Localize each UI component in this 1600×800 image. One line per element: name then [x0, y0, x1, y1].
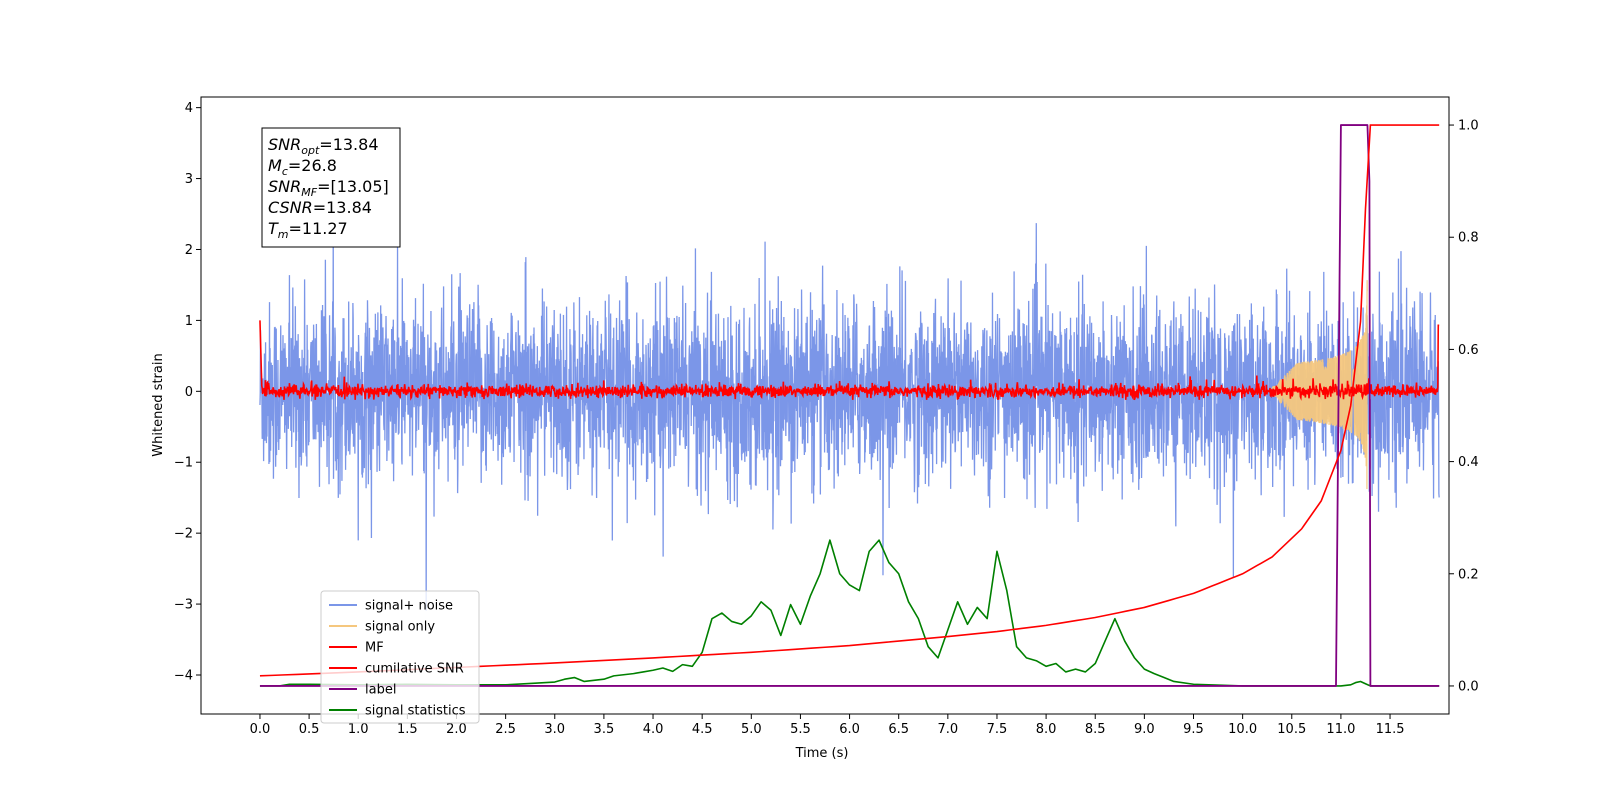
y-tick-label: 3: [185, 172, 193, 187]
x-tick-label: 6.0: [839, 722, 860, 737]
x-tick-label: 5.0: [741, 722, 762, 737]
x-tick-label: 11.5: [1376, 722, 1405, 737]
series-cumulative-snr: [259, 124, 1440, 677]
legend-entry: label: [365, 683, 396, 698]
x-axis-label: Time (s): [795, 746, 849, 761]
legend-entry: signal+ noise: [365, 599, 453, 614]
x-tick-label: 10.0: [1228, 722, 1257, 737]
y-axis-ticks: 4 3 2 1 0 −1 −2 −3 −4: [174, 101, 201, 683]
x-tick-label: 11.0: [1326, 722, 1355, 737]
y-tick-label: −3: [174, 598, 193, 613]
x-tick-label: 2.0: [446, 722, 467, 737]
x-tick-label: 8.5: [1085, 722, 1106, 737]
series-layer: [259, 124, 1440, 687]
y2-tick-label: 0.8: [1458, 231, 1479, 246]
annotation-line: Tm=11.27: [268, 219, 348, 241]
x-tick-label: 4.0: [643, 722, 664, 737]
y2-tick-label: 0.4: [1458, 455, 1479, 470]
y-axis-label: Whitened strain: [151, 353, 166, 456]
y2-tick-label: 0.2: [1458, 567, 1479, 582]
annotation-line: SNRMF=[13.05]: [268, 177, 389, 199]
x-tick-label: 3.0: [544, 722, 565, 737]
series-signal-statistics: [259, 539, 1440, 687]
x-tick-label: 1.0: [348, 722, 369, 737]
stats-annotation: SNRopt=13.84Mc=26.8SNRMF=[13.05]CSNR=13.…: [261, 127, 401, 248]
x-tick-label: 10.5: [1277, 722, 1306, 737]
x-tick-label: 9.0: [1134, 722, 1155, 737]
annotation-line: Mc=26.8: [268, 156, 337, 178]
x-tick-label: 1.5: [397, 722, 418, 737]
y2-tick-label: 1.0: [1458, 119, 1479, 134]
y-tick-label: −2: [174, 527, 193, 542]
x-tick-label: 8.0: [1036, 722, 1057, 737]
x-axis-ticks: 0.0 0.5 1.0 1.5 2.0 2.5 3.0 3.5 4.0 4.5 5.0 5.5 6.0 6…: [250, 714, 1405, 737]
series-signal-only: [1271, 280, 1368, 490]
x-tick-label: 0.0: [250, 722, 271, 737]
annotation-line: SNRopt=13.84: [268, 135, 379, 157]
y-tick-label: 4: [185, 101, 193, 116]
x-tick-label: 7.0: [937, 722, 958, 737]
y-tick-label: 2: [185, 243, 193, 258]
y2-axis-ticks: 1.0 0.8 0.6 0.4 0.2 0.0: [1449, 119, 1479, 694]
x-tick-label: 0.5: [299, 722, 320, 737]
y-tick-label: 0: [185, 385, 193, 400]
y-tick-label: 1: [185, 314, 193, 329]
series-mf: [259, 320, 1440, 401]
x-tick-label: 4.5: [692, 722, 713, 737]
y2-tick-label: 0.6: [1458, 343, 1479, 358]
series-signal-noise: [259, 223, 1440, 611]
legend-entry: MF: [365, 641, 384, 656]
y2-tick-label: 0.0: [1458, 679, 1479, 694]
x-tick-label: 6.5: [888, 722, 909, 737]
legend-entry: signal only: [365, 620, 435, 635]
legend: signal+ noise signal only MF cumilative SNR…: [320, 590, 480, 724]
x-tick-label: 7.5: [987, 722, 1008, 737]
x-tick-label: 5.5: [790, 722, 811, 737]
y-tick-label: −1: [174, 456, 193, 471]
legend-entry: cumilative SNR: [365, 662, 464, 677]
legend-entry: signal statistics: [365, 704, 466, 719]
legend-frame: [320, 590, 480, 724]
series-label: [259, 124, 1440, 687]
annotation-line: CSNR=13.84: [268, 198, 372, 217]
x-tick-label: 9.5: [1183, 722, 1204, 737]
x-tick-label: 2.5: [495, 722, 516, 737]
x-tick-label: 3.5: [594, 722, 615, 737]
annotation-frame: [261, 127, 401, 248]
plot-frame: [200, 96, 1450, 715]
y-tick-label: −4: [174, 668, 193, 683]
